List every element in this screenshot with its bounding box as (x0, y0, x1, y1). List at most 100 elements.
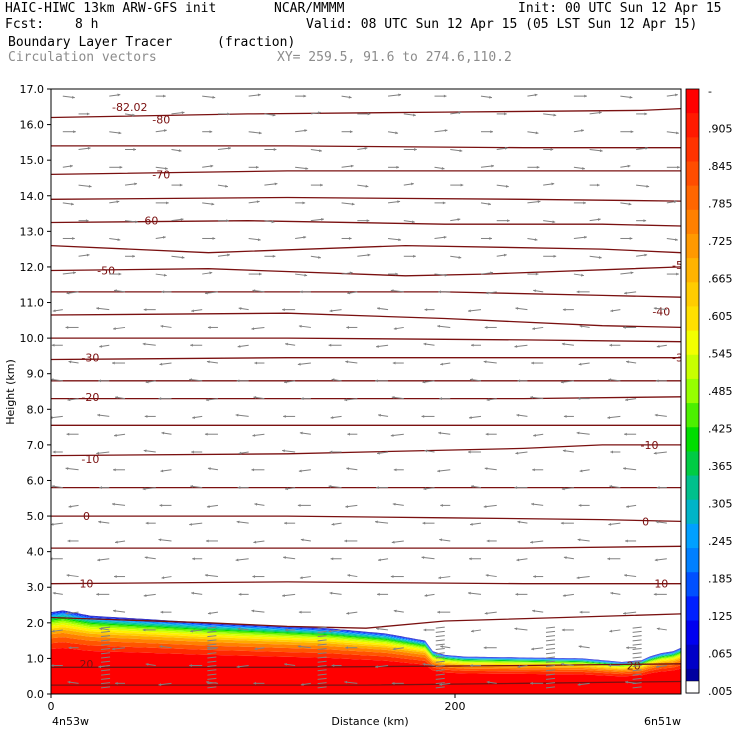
vector-head (467, 309, 471, 313)
vector-head (112, 361, 115, 365)
vector-head (98, 520, 102, 524)
vector-head (192, 416, 196, 419)
vector-head (115, 681, 118, 685)
vector-head (515, 307, 519, 310)
vector-arrow (545, 677, 556, 680)
contour-line (51, 145, 681, 149)
vector-head (144, 556, 148, 560)
vector-head (272, 254, 276, 258)
colorbar-swatch (686, 475, 699, 501)
vector-head (367, 112, 371, 116)
vector-head (271, 220, 275, 224)
vector-head (72, 237, 75, 240)
vector-head (190, 629, 193, 633)
y-tick-label: 11.0 (20, 297, 45, 310)
vector-head (297, 362, 301, 366)
vector-head (238, 307, 242, 310)
axes: 0.0 1.0 2.0 3.0 4.0 5.0 6.0 7.0 8.0 9.0 10.0 11.0 12… (20, 83, 466, 713)
vector-arrow (435, 673, 445, 676)
vector-head (390, 433, 394, 437)
contour-line (51, 357, 681, 361)
vector-arrow (632, 647, 642, 650)
vector-head (132, 113, 136, 117)
vector-head (88, 184, 92, 188)
colorbar-swatch (686, 427, 699, 452)
vector-arrow (317, 643, 327, 646)
vector-arrow (545, 669, 556, 672)
vector-head (377, 307, 380, 310)
vector-head (251, 468, 255, 472)
contour-line (51, 291, 681, 298)
vector-head (254, 647, 258, 651)
vector-head (52, 591, 56, 595)
vector-head (516, 558, 520, 562)
colorbar-swatch (686, 523, 699, 549)
vector-head (51, 522, 54, 526)
x-axis-label: Distance (km) (331, 715, 408, 728)
colorbar-swatch (686, 644, 699, 670)
vector-arrow (435, 665, 445, 668)
contour-line (51, 266, 681, 277)
vector-head (329, 309, 333, 313)
vector-arrow (435, 643, 445, 646)
vector-head (256, 165, 259, 169)
vector-head (483, 505, 487, 509)
vector-arrow (545, 626, 556, 629)
vector-arrow (435, 656, 445, 659)
vector-head (675, 93, 678, 97)
vector-head (608, 664, 611, 667)
vector-head (437, 610, 440, 614)
vector-head (143, 449, 147, 453)
colorbar-label: .665 (708, 273, 733, 286)
contour-label: -80 (704, 99, 722, 112)
vector-head (367, 253, 371, 257)
y-tick-label: 1.0 (27, 652, 45, 665)
vector-head (274, 182, 278, 186)
vector-arrow (101, 660, 111, 663)
vector-head (51, 343, 55, 347)
vector-head (226, 219, 229, 223)
vector-head (211, 202, 215, 206)
vector-head (607, 416, 611, 420)
vector-arrow (632, 630, 642, 633)
vector-head (86, 112, 90, 116)
vector-head (212, 237, 216, 240)
vector-head (644, 112, 648, 116)
y-tick-label: 3.0 (27, 581, 45, 594)
vector-head (469, 522, 473, 526)
vector-head (344, 398, 348, 402)
vector-head (577, 397, 581, 401)
vector-head (655, 379, 659, 383)
vector-head (653, 592, 657, 596)
field-units: (fraction) (217, 35, 296, 50)
colorbar-swatch (686, 113, 699, 138)
vector-head (114, 289, 117, 293)
vector-head (584, 94, 587, 98)
vector-head (532, 609, 535, 613)
vector-head (395, 131, 399, 135)
contour-label: -30 (672, 352, 690, 365)
vector-head (516, 413, 520, 417)
colorbar-swatch (686, 572, 699, 597)
vector-head (438, 290, 441, 294)
vector-head (272, 113, 276, 117)
vector-head (393, 609, 397, 613)
vector-head (484, 326, 488, 329)
vector-head (376, 627, 379, 631)
vector-head (437, 324, 441, 328)
vector-head (459, 149, 463, 153)
vector-head (608, 522, 612, 526)
vector-head (161, 431, 165, 435)
colorbar-swatch (686, 596, 699, 622)
colorbar-label: .425 (708, 423, 733, 436)
vector-head (376, 344, 379, 348)
vector-head (179, 183, 183, 187)
vector-head (331, 522, 335, 526)
vector-head (225, 184, 228, 188)
vector-head (534, 238, 538, 242)
y-tick-label: 0.0 (27, 688, 45, 701)
vector-arrow (101, 626, 111, 629)
vector-head (67, 398, 71, 402)
vector-head (145, 521, 149, 525)
vector-head (562, 594, 566, 597)
